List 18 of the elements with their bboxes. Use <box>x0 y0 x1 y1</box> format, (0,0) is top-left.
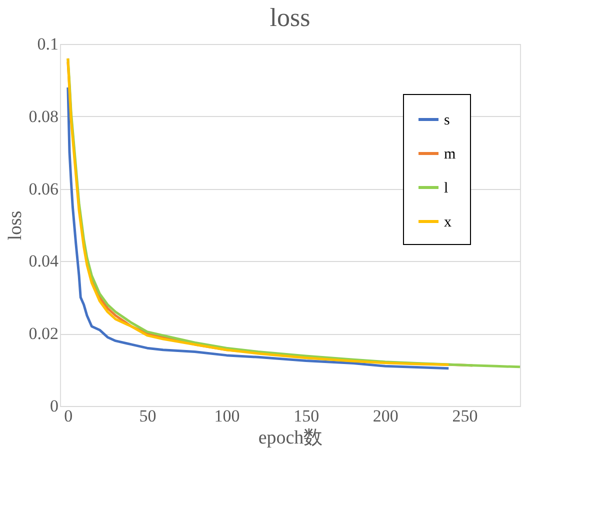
legend-label: l <box>444 180 448 196</box>
legend-label: s <box>444 112 450 128</box>
y-axis-title: loss <box>4 210 26 240</box>
x-axis-title: epoch数 <box>258 428 323 448</box>
chart-title: loss <box>270 3 310 32</box>
y-tick-label: 0.08 <box>28 106 58 126</box>
y-tick-label: 0.02 <box>28 324 58 344</box>
y-tick-label: 0.04 <box>28 252 59 271</box>
legend-label: m <box>444 146 456 162</box>
legend-label: x <box>444 214 452 230</box>
x-tick-label: 150 <box>294 406 320 426</box>
y-tick-label: 0.1 <box>37 34 58 54</box>
x-tick-label: 250 <box>452 406 478 426</box>
x-tick-label: 100 <box>214 406 240 426</box>
y-tick-label: 0.06 <box>28 179 58 198</box>
x-tick-label: 0 <box>64 406 73 426</box>
x-tick-label: 200 <box>372 406 398 426</box>
x-tick-label: 50 <box>139 406 156 426</box>
